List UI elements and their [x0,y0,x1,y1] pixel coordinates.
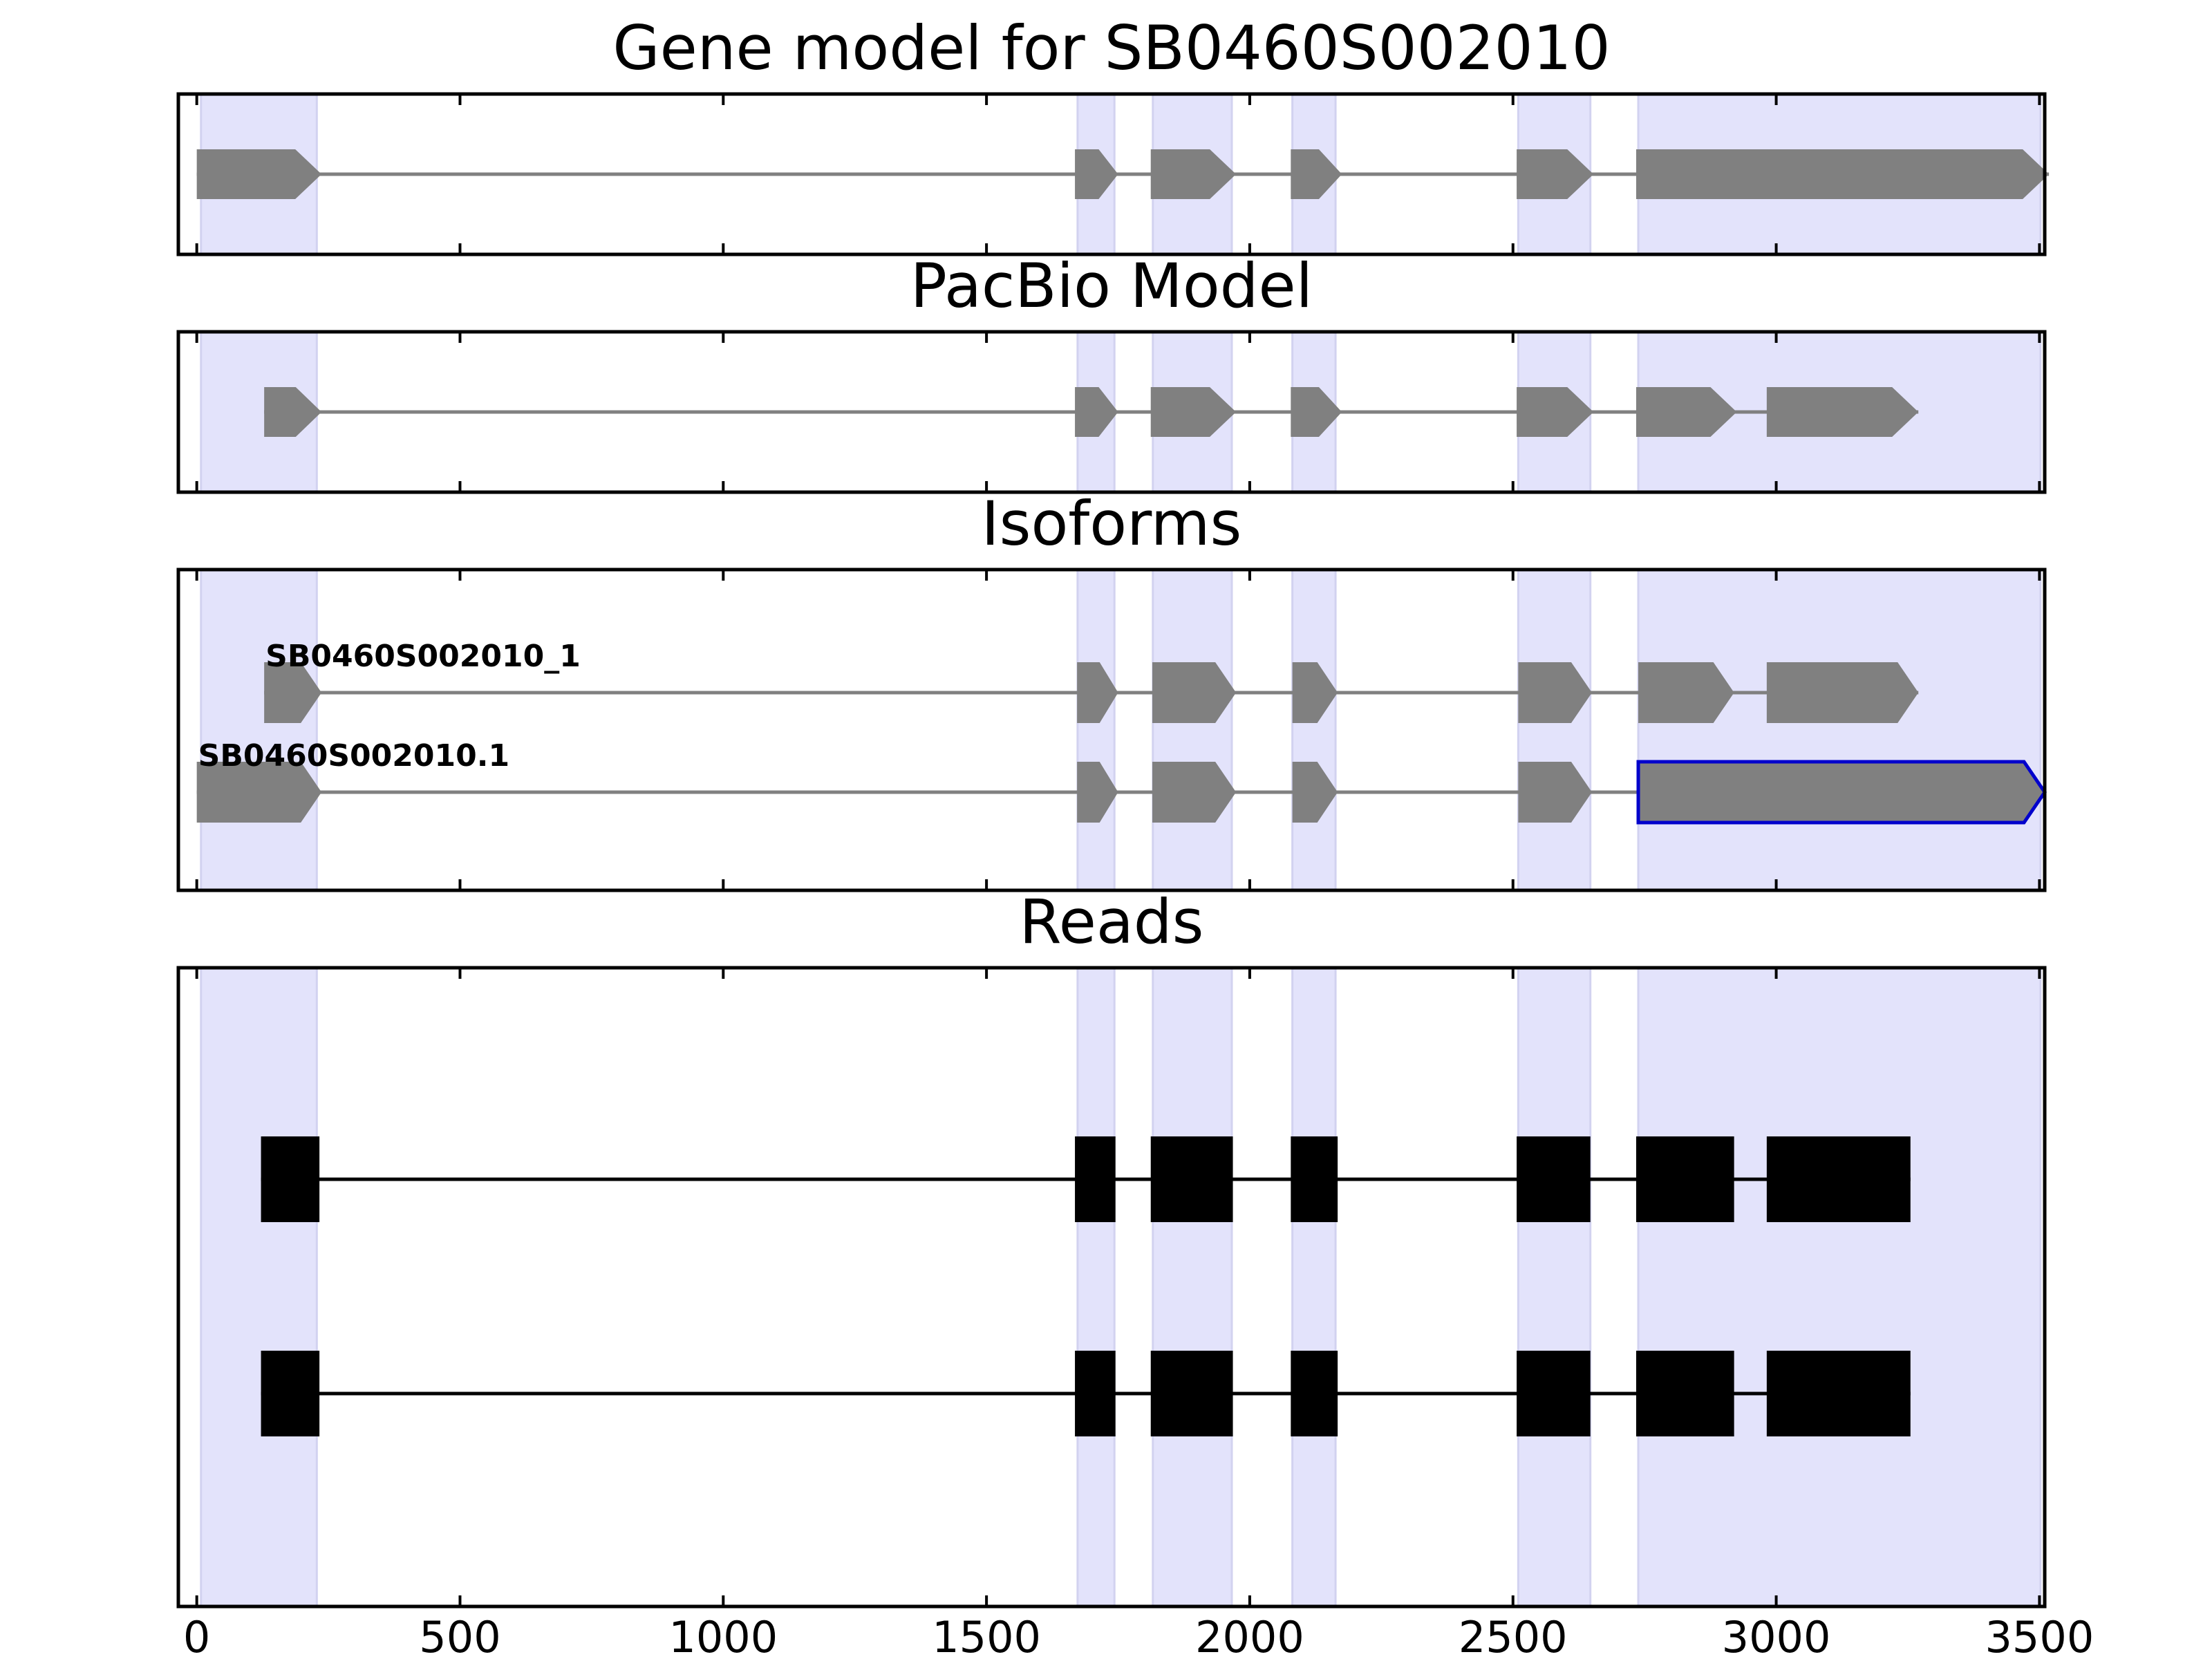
x-tick-label: 3500 [1985,1612,2094,1659]
read-block [1291,1351,1338,1436]
exon-arrow [1150,149,1237,199]
exon-arrow [1292,662,1338,723]
exon-region-band [1291,966,1337,1608]
exon-region-band [1152,568,1233,892]
exon-arrow [1517,149,1594,199]
exon-arrow [1075,387,1118,437]
read-block [1766,1136,1911,1222]
x-tick-label: 1000 [668,1612,778,1659]
exon-region-band [200,966,318,1608]
exon-arrow [1152,762,1237,823]
read-block [1075,1136,1116,1222]
exon-region-band [1517,966,1592,1608]
exon-region-band [1637,966,2042,1608]
read-block [1075,1351,1116,1436]
exon-arrow [1150,387,1237,437]
panel-title: Reads [1020,886,1204,957]
x-tick-label: 2500 [1459,1612,1568,1659]
exon-arrow [196,149,322,199]
exon-region-band [200,568,318,892]
exon-arrow [1292,762,1338,823]
read-block [1517,1351,1591,1436]
read-block [1150,1351,1233,1436]
axes-frame [176,330,2047,494]
exon-arrow [1291,149,1342,199]
exon-arrow [1635,149,2050,199]
x-tick-label: 1500 [932,1612,1041,1659]
exon-arrow [264,387,322,437]
exon-region-band [1637,568,2042,892]
read-block [261,1136,320,1222]
exon-arrow [1152,662,1237,723]
exon-arrow [1291,387,1342,437]
exon-arrow [1766,387,1919,437]
exon-arrow [1635,387,1737,437]
x-tick-label: 0 [183,1612,210,1659]
panel-title: Isoforms [982,488,1242,559]
isoform-label: SB0460S002010.1 [198,738,509,774]
panel-1: Gene model for SB0460S002010 [176,12,2050,256]
panel-4: Reads [176,886,2047,1609]
exon-region-band [1152,966,1233,1608]
read-block [1635,1136,1734,1222]
read-block [1517,1136,1591,1222]
isoform-label: SB0460S002010_1 [265,639,581,674]
x-tick-label: 2000 [1195,1612,1304,1659]
read-block [1635,1351,1734,1436]
read-block [1766,1351,1911,1436]
exon-arrow [1075,149,1118,199]
exon-arrow [1518,662,1592,723]
read-block [261,1351,320,1436]
x-tick-label: 500 [419,1612,500,1659]
axes-frame [176,92,2047,256]
exon-region-band [1517,568,1592,892]
axes-frame [176,966,2047,1609]
exon-region-band [1076,568,1116,892]
exon-arrow [264,662,322,723]
panel-3: SB0460S002010_1 SB0460S002010.1 Isoforms [176,488,2047,892]
read-block [1291,1136,1338,1222]
exon-arrow [196,762,322,823]
exon-arrow [1077,662,1118,723]
panel-title: PacBio Model [910,250,1313,321]
read-block [1150,1136,1233,1222]
exon-arrow [1638,662,1734,723]
exon-region-band [1291,568,1337,892]
panel-title: Gene model for SB0460S002010 [612,12,1610,84]
panel-2: PacBio Model [176,250,2047,494]
x-tick-label: 3000 [1722,1612,1831,1659]
exon-arrow [1077,762,1118,823]
exon-arrow [1517,387,1594,437]
exon-arrow [1766,662,1919,723]
exon-region-band [1076,966,1116,1608]
exon-arrow [1518,762,1592,823]
highlighted-exon-arrow [1636,760,2047,825]
axes-frame [176,568,2047,892]
